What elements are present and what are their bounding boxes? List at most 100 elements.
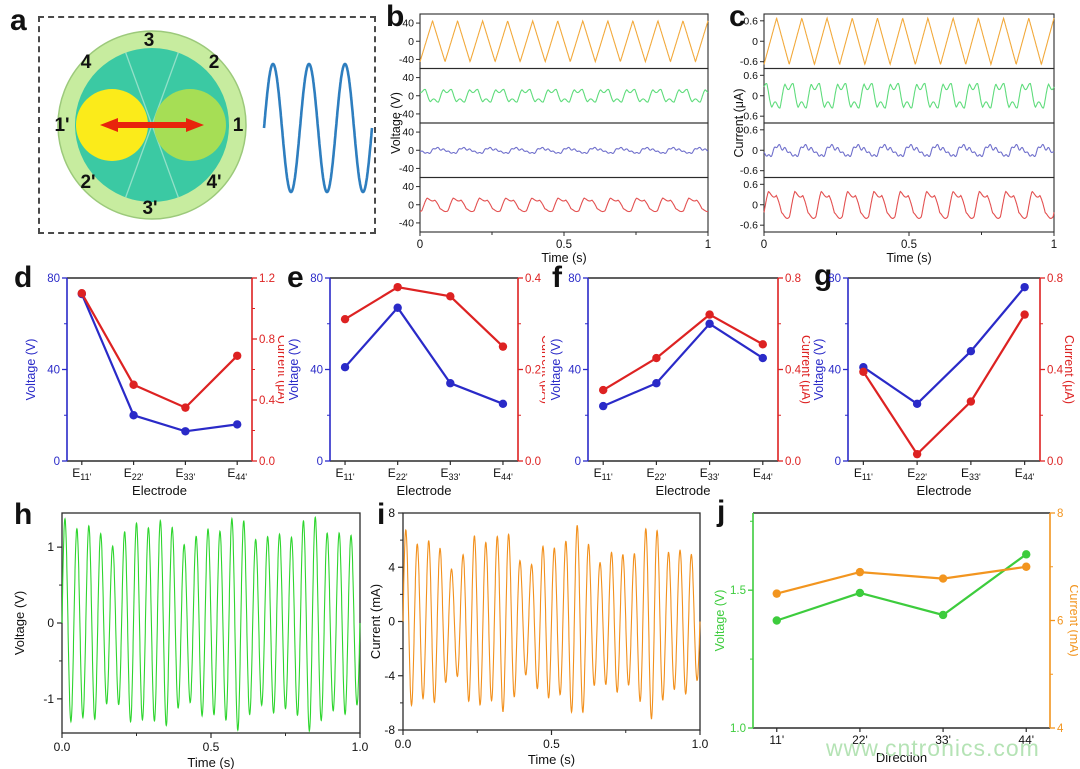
svg-text:2': 2' <box>80 172 95 193</box>
svg-text:Voltage (V): Voltage (V) <box>390 92 403 154</box>
svg-text:40: 40 <box>310 365 323 377</box>
svg-text:40: 40 <box>402 18 414 30</box>
svg-text:E44': E44' <box>753 466 773 482</box>
svg-text:Current (μA): Current (μA) <box>733 88 746 157</box>
svg-text:E22': E22' <box>124 466 144 482</box>
electrode-dual-axis-chart-e: E11' E22' E33' E44' Electrode 0 40 80 Voltage (V… <box>283 265 553 510</box>
svg-text:40: 40 <box>402 181 414 193</box>
svg-text:E44': E44' <box>227 466 247 482</box>
svg-text:1: 1 <box>705 239 711 251</box>
svg-text:80: 80 <box>828 273 841 285</box>
svg-text:0.4: 0.4 <box>1047 365 1064 377</box>
svg-text:-0.6: -0.6 <box>740 165 758 177</box>
svg-text:0.8: 0.8 <box>259 334 275 346</box>
svg-text:0.5: 0.5 <box>203 740 220 754</box>
svg-text:3': 3' <box>142 198 157 219</box>
svg-text:Current (μA): Current (μA) <box>799 335 810 404</box>
svg-text:E44': E44' <box>493 466 513 482</box>
svg-text:E11': E11' <box>594 466 613 482</box>
panel-label-g: g <box>814 259 833 292</box>
svg-text:Current (mA): Current (mA) <box>1067 584 1078 656</box>
svg-text:0: 0 <box>417 239 423 251</box>
svg-text:-40: -40 <box>399 217 414 229</box>
svg-text:4: 4 <box>81 52 92 73</box>
svg-text:0.0: 0.0 <box>54 740 71 754</box>
watermark: www.cntronics.com <box>826 735 1040 761</box>
svg-text:0.4: 0.4 <box>259 395 276 407</box>
svg-text:0.6: 0.6 <box>743 124 758 136</box>
svg-text:2: 2 <box>209 52 220 73</box>
svg-text:Direction: Direction <box>876 750 927 765</box>
svg-text:Voltage (V): Voltage (V) <box>287 339 301 401</box>
svg-text:Electrode: Electrode <box>656 483 711 498</box>
svg-text:0.6: 0.6 <box>743 70 758 82</box>
svg-text:-40: -40 <box>399 163 414 175</box>
electrode-dual-axis-chart-d: E11' E22' E33' E44' Electrode 0 40 80 Voltage (V… <box>18 265 289 510</box>
svg-text:-8: -8 <box>384 723 395 737</box>
svg-text:Time (s): Time (s) <box>541 251 586 265</box>
panel-label-a: a <box>10 4 27 37</box>
svg-text:0: 0 <box>408 90 414 102</box>
svg-text:Current (μA): Current (μA) <box>539 335 545 404</box>
svg-text:80: 80 <box>47 273 60 285</box>
svg-text:-1: -1 <box>43 692 54 706</box>
svg-text:-4: -4 <box>384 669 395 683</box>
svg-text:0.4: 0.4 <box>785 365 802 377</box>
svg-text:40: 40 <box>568 365 581 377</box>
electrode-dual-axis-chart-f: E11' E22' E33' E44' Electrode 0 40 80 Voltage (V… <box>548 265 813 510</box>
svg-text:0: 0 <box>752 36 758 48</box>
svg-text:0: 0 <box>388 615 395 629</box>
svg-text:0.8: 0.8 <box>1047 273 1063 285</box>
svg-text:Current (mA): Current (mA) <box>368 584 383 659</box>
svg-text:E11': E11' <box>854 466 873 482</box>
svg-text:0.0: 0.0 <box>395 737 412 751</box>
schematic-disc-diagram: 3 2 1 4' 3' 2' 1' 4 <box>38 16 376 234</box>
svg-text:-0.6: -0.6 <box>740 111 758 123</box>
svg-text:0.8: 0.8 <box>785 273 801 285</box>
voltage-waveforms-chart: 40 0 -40 40 0 -40 40 0 -40 40 0 -40 0 0.5 1 Time (s) Vol… <box>389 5 715 270</box>
svg-text:Electrode: Electrode <box>397 483 452 498</box>
svg-text:3: 3 <box>144 30 155 51</box>
svg-text:0.5: 0.5 <box>556 239 572 251</box>
svg-text:0.0: 0.0 <box>525 456 541 468</box>
svg-text:Time (s): Time (s) <box>187 755 234 769</box>
svg-text:22': 22' <box>852 733 868 747</box>
svg-text:80: 80 <box>310 273 323 285</box>
svg-text:0: 0 <box>408 145 414 157</box>
svg-text:0.6: 0.6 <box>743 179 758 191</box>
panel-label-h: h <box>14 498 33 531</box>
svg-text:0.5: 0.5 <box>901 239 917 251</box>
svg-text:E22': E22' <box>647 466 667 482</box>
svg-text:0.4: 0.4 <box>525 273 542 285</box>
svg-text:Voltage (V): Voltage (V) <box>12 591 27 655</box>
svg-text:0: 0 <box>752 199 758 211</box>
current-waveforms-chart: 0.6 0 -0.6 0.6 0 -0.6 0.6 0 -0.6 0.6 0 -0.6 0 0.5 1 Tim… <box>732 5 1063 270</box>
svg-text:Electrode: Electrode <box>917 483 972 498</box>
svg-text:4: 4 <box>388 560 395 574</box>
svg-text:1: 1 <box>47 540 54 554</box>
svg-text:40: 40 <box>402 127 414 139</box>
svg-text:1: 1 <box>233 115 244 136</box>
svg-text:E33': E33' <box>176 466 196 482</box>
svg-text:1.2: 1.2 <box>259 273 275 285</box>
svg-text:0.6: 0.6 <box>743 15 758 27</box>
svg-text:8: 8 <box>388 506 395 520</box>
svg-text:E33': E33' <box>961 466 981 482</box>
svg-text:1.0: 1.0 <box>352 740 369 754</box>
panel-label-e: e <box>287 261 304 294</box>
svg-text:11': 11' <box>769 733 784 747</box>
svg-text:0: 0 <box>317 456 323 468</box>
panel-label-b: b <box>386 0 405 33</box>
svg-text:E11': E11' <box>336 466 355 482</box>
svg-text:0: 0 <box>752 90 758 102</box>
svg-text:0.0: 0.0 <box>259 456 275 468</box>
svg-text:Current (μA): Current (μA) <box>1062 335 1076 404</box>
svg-text:0.2: 0.2 <box>525 365 541 377</box>
svg-text:Voltage (V): Voltage (V) <box>713 590 727 652</box>
svg-text:Time (s): Time (s) <box>528 752 575 767</box>
svg-text:44': 44' <box>1018 733 1034 747</box>
svg-text:-40: -40 <box>399 108 414 120</box>
svg-text:1: 1 <box>1051 239 1057 251</box>
svg-text:0: 0 <box>835 456 841 468</box>
